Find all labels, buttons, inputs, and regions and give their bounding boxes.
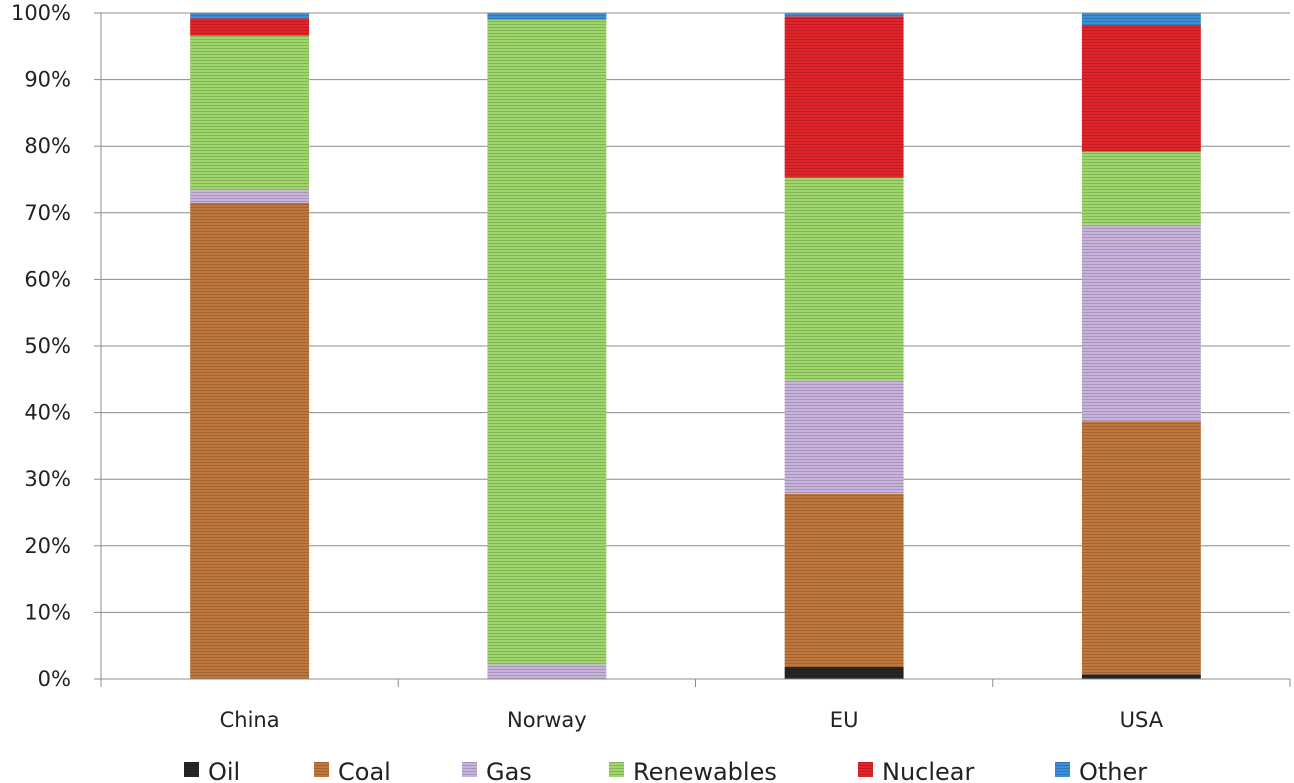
bars bbox=[190, 13, 1201, 679]
legend-other-swatch-texture bbox=[1055, 762, 1070, 777]
bar-norway-gas-texture bbox=[487, 664, 607, 679]
legend-renewables-label: Renewables bbox=[633, 758, 777, 783]
legend: Oil Coal Gas Renewables Nuclear Other bbox=[184, 758, 1147, 783]
y-tick-label: 20% bbox=[24, 534, 71, 558]
bar-usa-gas-texture bbox=[1081, 224, 1201, 422]
x-category-label: EU bbox=[830, 708, 859, 732]
bar-usa-nuclear-texture bbox=[1081, 24, 1201, 152]
y-tick-label: 10% bbox=[24, 600, 71, 624]
y-tick-label: 100% bbox=[11, 1, 71, 25]
y-tick-label: 60% bbox=[24, 267, 71, 291]
x-category-label: China bbox=[220, 708, 280, 732]
bar-usa-renewables-texture bbox=[1081, 151, 1201, 225]
legend-oil-swatch-texture bbox=[184, 762, 199, 777]
x-category-label: USA bbox=[1120, 708, 1164, 732]
legend-gas-label: Gas bbox=[486, 758, 532, 783]
bar-china-renewables-texture bbox=[190, 35, 310, 191]
legend-renewables-swatch-texture bbox=[609, 762, 624, 777]
x-axis-category-labels: China Norway EU USA bbox=[220, 708, 1164, 732]
bar-usa-other-texture bbox=[1081, 13, 1201, 25]
bar-eu-other-texture bbox=[784, 13, 904, 17]
legend-coal-swatch-texture bbox=[314, 762, 329, 777]
y-tick-label: 70% bbox=[24, 201, 71, 225]
y-tick-label: 30% bbox=[24, 467, 71, 491]
bar-china-coal-texture bbox=[190, 202, 310, 679]
bar-eu-coal-texture bbox=[784, 493, 904, 668]
y-tick-label: 80% bbox=[24, 134, 71, 158]
bar-eu-nuclear-texture bbox=[784, 16, 904, 178]
y-tick-label: 50% bbox=[24, 334, 71, 358]
bar-usa-oil-texture bbox=[1081, 674, 1201, 679]
legend-nuclear-swatch-texture bbox=[858, 762, 873, 777]
bar-china-nuclear-texture bbox=[190, 18, 310, 36]
y-axis-tick-labels: 0% 10% 20% 30% 40% 50% 60% 70% 80% 90% 100% bbox=[11, 1, 71, 691]
bar-eu-gas-texture bbox=[784, 380, 904, 494]
y-tick-label: 40% bbox=[24, 401, 71, 425]
bar-china-other-texture bbox=[190, 13, 310, 19]
legend-nuclear-label: Nuclear bbox=[882, 758, 975, 783]
bar-china-gas-texture bbox=[190, 190, 310, 203]
y-tick-label: 0% bbox=[38, 667, 71, 691]
bar-eu-oil-texture bbox=[784, 667, 904, 679]
x-category-label: Norway bbox=[507, 708, 587, 732]
bar-usa-coal-texture bbox=[1081, 421, 1201, 675]
axes bbox=[94, 12, 1291, 687]
legend-coal-label: Coal bbox=[338, 758, 391, 783]
y-tick-label: 90% bbox=[24, 68, 71, 92]
legend-other-label: Other bbox=[1079, 758, 1147, 783]
legend-gas-swatch-texture bbox=[462, 762, 477, 777]
bar-eu-renewables-texture bbox=[784, 177, 904, 381]
bar-norway-other-texture bbox=[487, 13, 607, 20]
legend-oil-label: Oil bbox=[208, 758, 240, 783]
bar-norway-renewables-texture bbox=[487, 19, 607, 665]
